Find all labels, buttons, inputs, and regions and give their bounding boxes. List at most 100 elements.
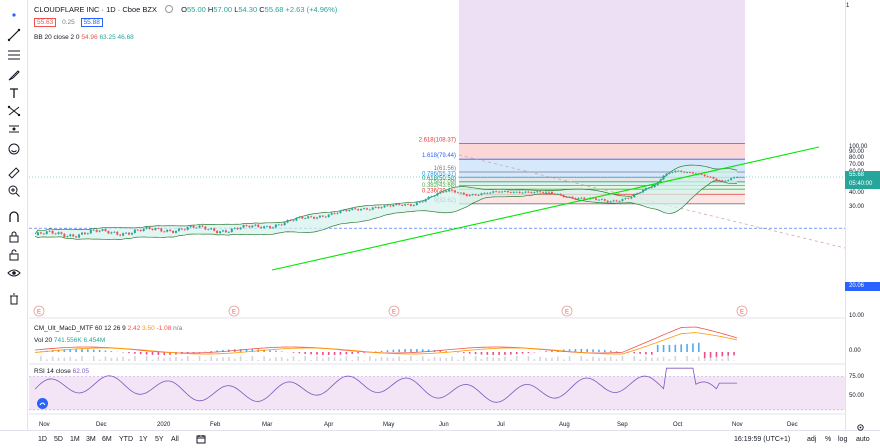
candle [248,225,251,228]
macd-legend[interactable]: CM_Ult_MacD_MTF 60 12 26 9 2.42 3.50 -1.… [34,325,183,332]
brush-icon[interactable] [4,66,24,84]
trash-icon[interactable] [4,290,24,308]
candle [348,209,351,211]
fib-level-label: 0.382(43.68) [422,183,456,189]
fib-level-label: 0.236(39.45) [422,188,456,194]
candle [650,187,653,188]
crosshair-icon[interactable] [4,6,24,24]
candle [204,226,207,230]
price-tick-label: 90.00 [849,148,865,155]
last-price-badge: 55.68 [845,171,880,180]
candle [415,202,418,206]
bid-price[interactable]: 55.63 [34,18,57,27]
range-5d-button[interactable]: 5D [54,436,63,443]
candle [95,229,98,232]
candle [630,197,633,199]
candle [548,191,551,193]
replay-icon[interactable] [37,398,48,409]
clock-display[interactable]: 16:19:59 (UTC+1) [734,436,791,443]
candle [133,229,136,233]
range-1d-button[interactable]: 1D [38,436,47,443]
candle [533,192,536,194]
price-axis-top-label: 1 [846,3,850,9]
candle [321,215,324,217]
candle [54,233,57,235]
candle [142,228,145,232]
candle [706,176,709,177]
earnings-marker[interactable] [33,305,45,317]
price-tick-label: 100.00 [849,143,868,150]
ruler-icon[interactable] [4,164,24,182]
chart-canvas[interactable]: 2.618(108.37) 1.618(79.44) 1(61.56)0.786(5… [29,0,845,430]
candle [404,204,407,206]
candle [627,198,630,200]
range-1m-button[interactable]: 1M [70,436,80,443]
fib-retracement-icon[interactable] [4,46,24,64]
candle [380,207,383,209]
range-ytd-button[interactable]: YTD [119,436,133,443]
symbol-legend[interactable]: CLOUDFLARE INC · 1D · Cboe BZX O55.00 H5… [34,5,338,14]
bid-ask-legend[interactable]: 55.63 0.25 55.88 [34,18,103,27]
volume-legend[interactable]: Vol 20 741.556K 6.454M [34,337,106,344]
candle [198,225,201,228]
text-tool-icon[interactable] [4,84,24,102]
bb-legend[interactable]: BB 20 close 2 0 54.96 63.25 46.68 [34,34,134,41]
candle [636,193,639,195]
candle [503,191,506,192]
ohlc-low: 54.30 [238,5,258,14]
candle [542,192,545,193]
candle [78,234,81,238]
lock-icon[interactable] [4,246,24,264]
earnings-marker[interactable] [388,305,400,317]
range-5y-button[interactable]: 5Y [155,436,164,443]
range-1y-button[interactable]: 1Y [139,436,148,443]
time-tick-label: Feb [210,422,221,428]
candle [709,176,712,178]
candle [624,198,627,200]
candle [436,193,439,196]
trend-line[interactable] [271,146,820,271]
trend-line-icon[interactable] [4,26,24,44]
eye-icon[interactable] [4,264,24,282]
candle [445,191,448,192]
earnings-marker[interactable] [228,305,240,317]
auto-toggle[interactable]: auto [856,436,870,443]
price-axis[interactable] [845,0,880,430]
candle [336,212,339,214]
candle [703,174,706,177]
candle [92,229,95,231]
percent-toggle[interactable]: % [825,436,832,443]
lock-drawings-icon[interactable] [4,228,24,246]
candle [583,197,586,199]
emoji-icon[interactable] [4,140,24,158]
candle [245,225,248,226]
ask-price[interactable]: 55.88 [80,18,103,27]
pattern-icon[interactable] [4,102,24,120]
candle [401,204,404,206]
svg-text:E: E [565,310,569,316]
candle [392,205,395,207]
range-3m-button[interactable]: 3M [86,436,96,443]
settings-gear-icon[interactable] [856,419,865,437]
candle [456,192,459,194]
candle [665,173,668,176]
goto-date-icon[interactable] [196,434,206,446]
magnet-icon[interactable] [4,208,24,226]
candle [580,197,583,199]
candle [195,227,198,229]
fib-extension-drawing[interactable]: 2.618(108.37) 1.618(79.44) 1(61.56)0.786(5… [419,0,745,205]
adj-toggle[interactable]: adj [807,436,817,443]
range-6m-button[interactable]: 6M [102,436,112,443]
candle [180,228,183,230]
log-toggle[interactable]: log [838,436,848,443]
candle [536,191,539,193]
earnings-marker[interactable] [561,305,573,317]
range-all-button[interactable]: All [171,436,179,443]
candle [671,172,674,173]
candle [157,228,160,229]
rsi-legend[interactable]: RSI 14 close 62.05 [34,368,89,375]
earnings-marker[interactable] [736,305,748,317]
zoom-in-icon[interactable] [4,182,24,200]
time-tick-label: Dec [96,422,107,428]
prediction-icon[interactable] [4,120,24,138]
